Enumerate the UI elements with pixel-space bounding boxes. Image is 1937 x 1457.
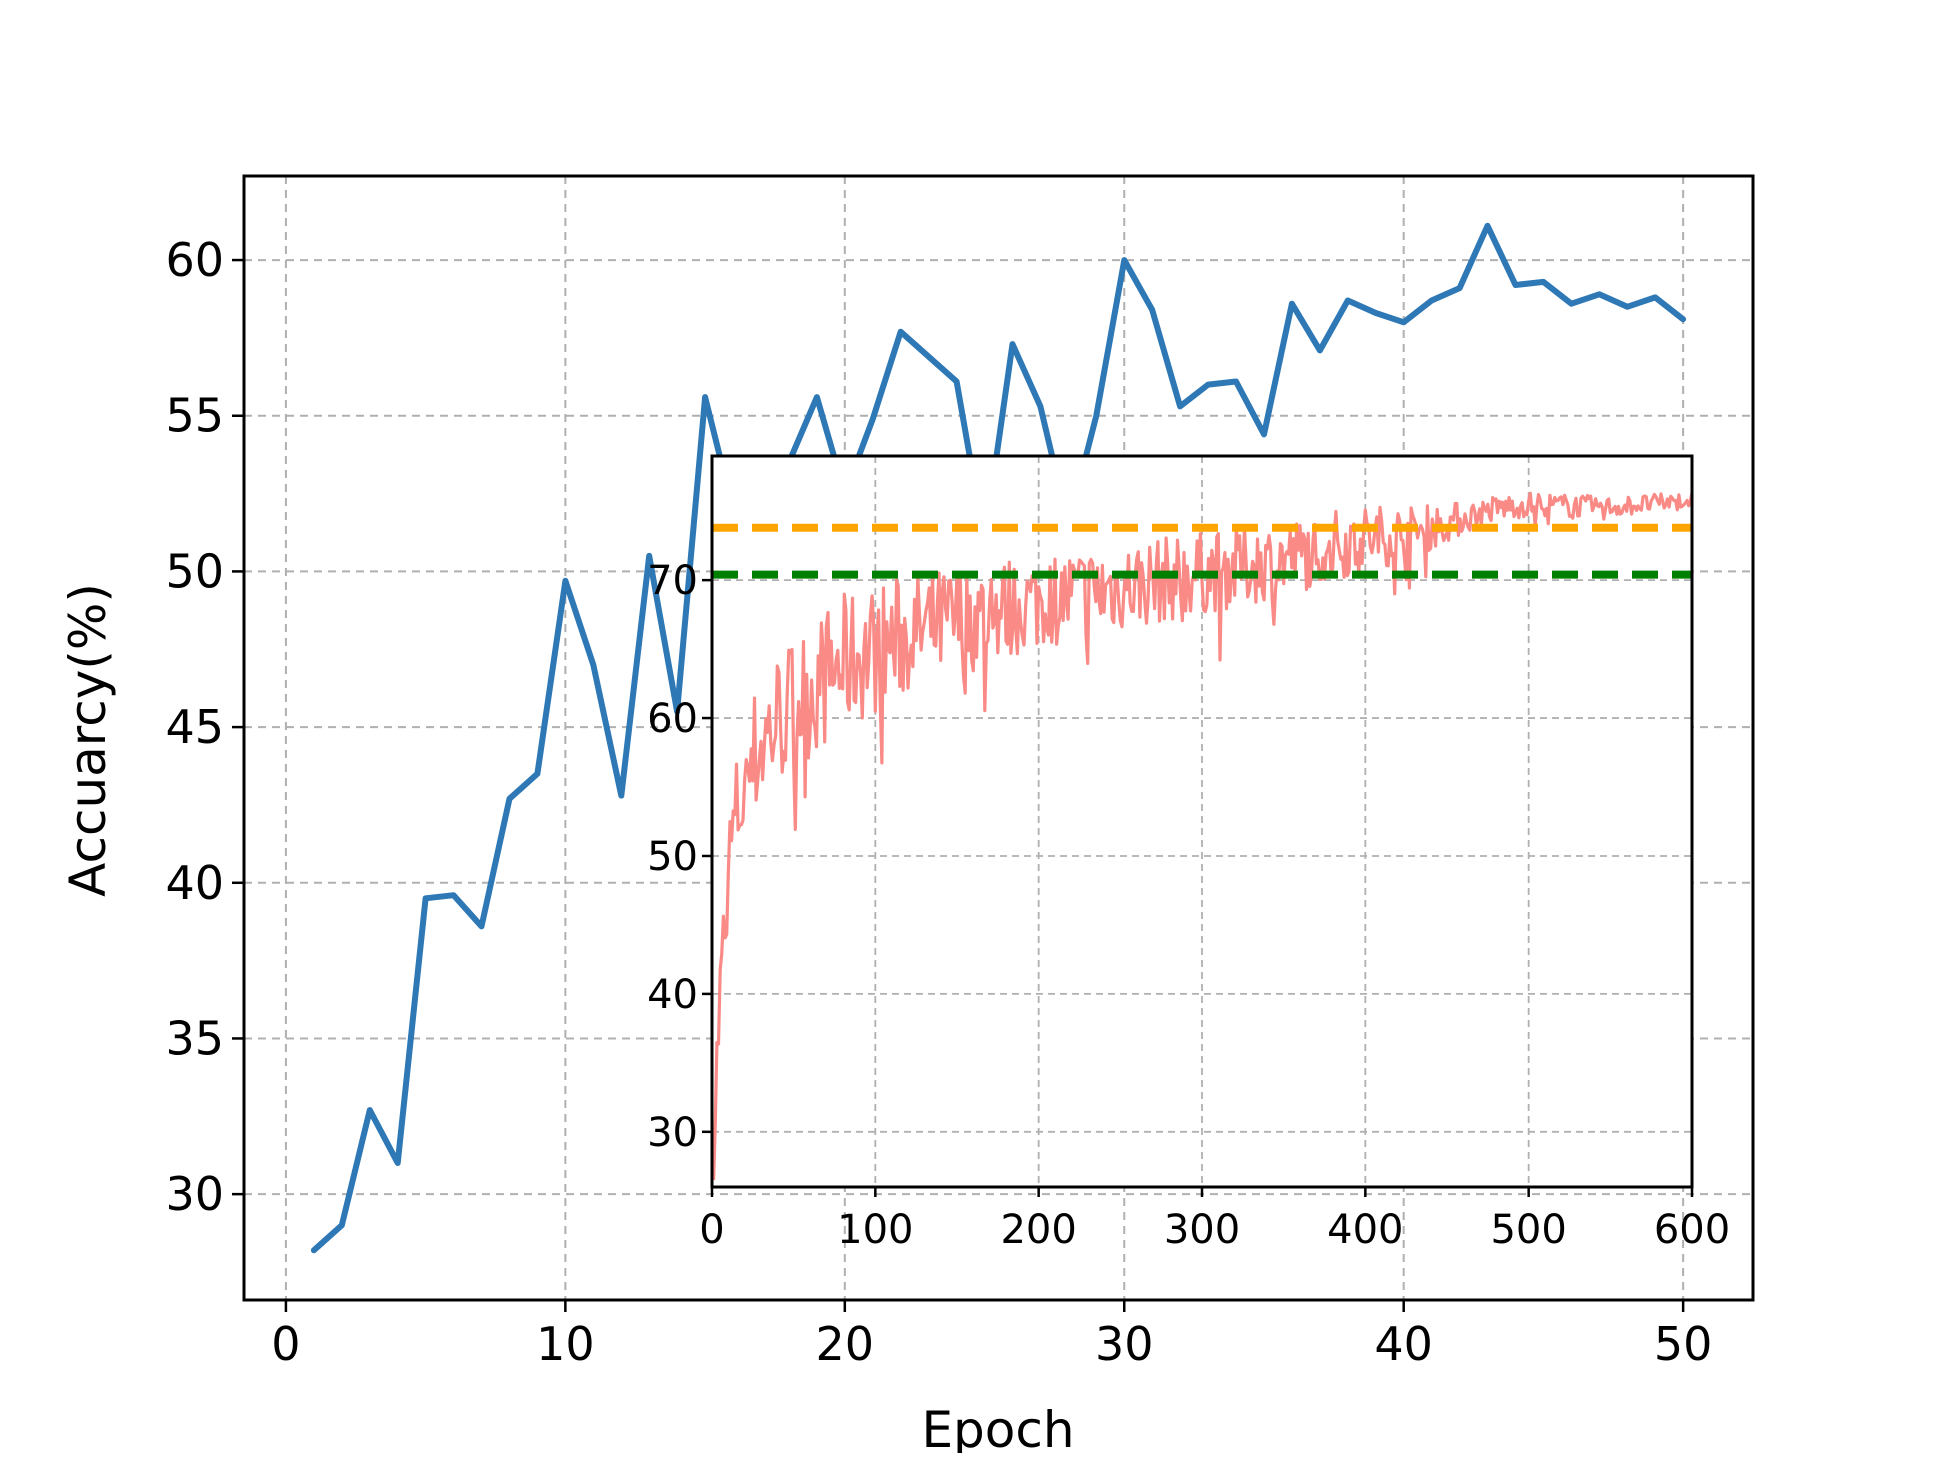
inset-y-tick-label: 70 [647,558,698,604]
inset-y-tick-label: 50 [647,834,698,880]
main-x-tick-label: 10 [536,1317,595,1371]
inset-x-tick-label: 300 [1164,1207,1240,1253]
main-x-tick-label: 0 [271,1317,300,1371]
main-y-tick-label: 45 [165,700,224,754]
main-x-tick-label: 30 [1095,1317,1154,1371]
main-x-tick-label: 40 [1374,1317,1433,1371]
inset-y-tick-label: 60 [647,696,698,742]
inset-y-tick-label: 40 [647,972,698,1018]
main-y-tick-label: 40 [165,856,224,910]
main-x-tick-label: 20 [816,1317,875,1371]
main-ticks: 0 10 20 30 40 50 30 35 40 45 50 55 60 [165,233,1712,1371]
inset-x-tick-label: 500 [1490,1207,1566,1253]
main-y-tick-label: 35 [165,1011,224,1065]
main-y-tick-label: 55 [165,389,224,443]
inset-x-tick-label: 100 [837,1207,913,1253]
main-accuracy-line [310,222,1687,1254]
main-x-tick-label: 50 [1654,1317,1713,1371]
inset-x-tick-label: 600 [1654,1207,1730,1253]
inset-series-layer [712,491,1694,1181]
inset-x-tick-label: 400 [1327,1207,1403,1253]
inset-y-tick-label: 30 [647,1110,698,1156]
inset-accuracy-line [712,491,1694,1181]
inset-x-tick-label: 0 [699,1207,724,1253]
inset-ticks: 0 100 200 300 400 500 600 30 40 50 60 70 [647,558,1730,1253]
main-y-tick-label: 30 [165,1167,224,1221]
main-series-layer [310,222,1687,1254]
inset-reference-lines [712,523,1692,579]
main-y-tick-label: 60 [165,233,224,287]
main-y-axis-label: Accuarcy(%) [59,583,117,897]
inset-x-tick-label: 200 [1000,1207,1076,1253]
main-x-axis-label: Epoch [921,1401,1074,1453]
main-plot-frame [242,174,1755,1302]
main-y-tick-label: 50 [165,544,224,598]
